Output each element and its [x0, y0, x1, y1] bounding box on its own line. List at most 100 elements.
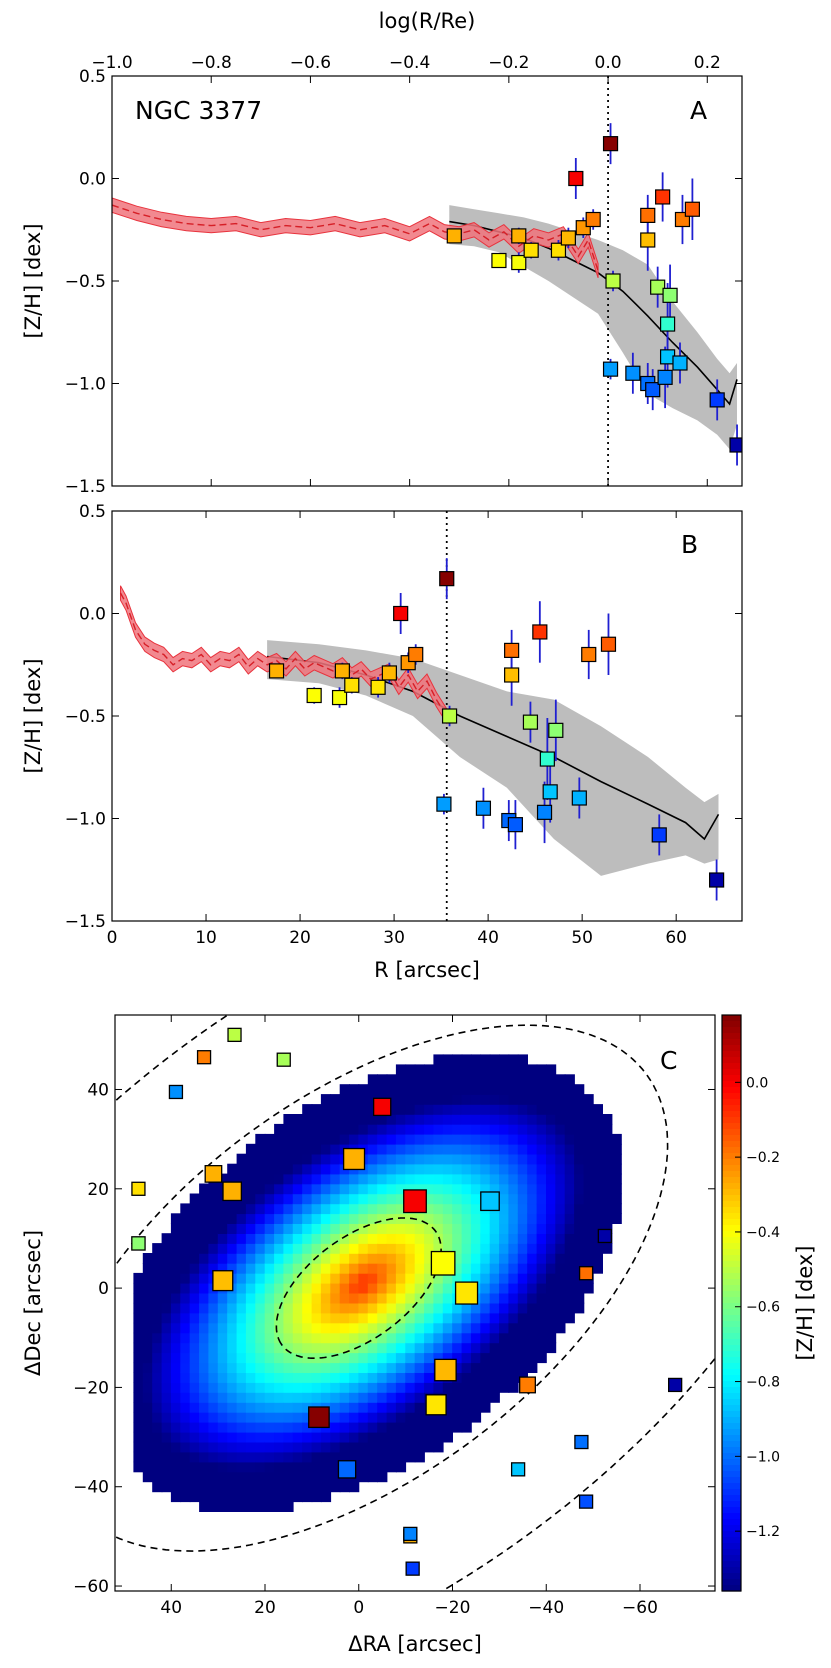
metallicity-map-pixel	[489, 1243, 500, 1254]
metallicity-map-pixel	[320, 1173, 332, 1185]
metallicity-map-pixel	[395, 1084, 407, 1095]
metallicity-map-pixel	[245, 1402, 257, 1413]
metallicity-map-pixel	[442, 1223, 453, 1234]
metallicity-map-pixel	[302, 1431, 313, 1443]
metallicity-map-pixel	[527, 1342, 538, 1354]
metallicity-map-pixel	[236, 1272, 247, 1284]
metallicity-map-pixel	[395, 1133, 407, 1145]
metallicity-map-pixel	[339, 1352, 350, 1364]
metallicity-map-pixel	[489, 1143, 500, 1155]
metallicity-map-pixel	[527, 1332, 538, 1344]
metallicity-map-pixel	[349, 1203, 360, 1215]
metallicity-map-pixel	[330, 1302, 341, 1314]
panel-b-gc-point	[436, 796, 452, 812]
metallicity-map-pixel	[208, 1501, 219, 1512]
metallicity-map-pixel	[142, 1451, 153, 1463]
panel-a-gc-point	[662, 287, 678, 303]
metallicity-map-pixel	[236, 1322, 247, 1334]
panel-b-gc-point	[370, 679, 386, 695]
metallicity-map-pixel	[424, 1183, 435, 1195]
metallicity-map-pixel	[377, 1382, 388, 1393]
metallicity-map-pixel	[386, 1282, 397, 1294]
metallicity-map-pixel	[480, 1233, 491, 1244]
metallicity-map-pixel	[480, 1362, 491, 1373]
metallicity-map-pixel	[189, 1253, 200, 1264]
panel-b-gc-point	[548, 722, 564, 738]
metallicity-map-pixel	[564, 1272, 575, 1284]
panel-a-gc-point	[640, 207, 656, 223]
colorbar-segment	[722, 1489, 741, 1496]
metallicity-map-pixel	[592, 1143, 603, 1155]
colorbar-segment	[722, 1105, 741, 1112]
metallicity-map-pixel	[395, 1322, 407, 1334]
metallicity-map-pixel	[152, 1402, 163, 1413]
metallicity-map-pixel	[199, 1471, 210, 1483]
metallicity-map-pixel	[283, 1491, 294, 1503]
metallicity-map-pixel	[536, 1233, 547, 1244]
metallicity-map-pixel	[236, 1421, 247, 1433]
metallicity-map-pixel	[339, 1233, 350, 1244]
metallicity-map-pixel	[499, 1292, 510, 1304]
metallicity-map-pixel	[611, 1193, 622, 1205]
metallicity-map-pixel	[311, 1123, 322, 1135]
panel-b-gc-point	[268, 663, 285, 679]
metallicity-map-pixel	[311, 1243, 322, 1254]
colorbar-segment	[722, 1045, 741, 1052]
metallicity-map-pixel	[414, 1213, 425, 1224]
metallicity-map-pixel	[255, 1491, 266, 1503]
metallicity-map-pixel	[320, 1441, 332, 1453]
metallicity-map-pixel	[555, 1153, 566, 1165]
metallicity-map-pixel	[452, 1094, 463, 1105]
metallicity-map-pixel	[433, 1352, 444, 1364]
metallicity-map-pixel	[442, 1094, 453, 1105]
metallicity-map-pixel	[358, 1243, 369, 1254]
metallicity-map-pixel	[189, 1461, 200, 1473]
metallicity-map-pixel	[442, 1411, 453, 1423]
metallicity-map-pixel	[517, 1292, 528, 1304]
metallicity-map-pixel	[161, 1451, 172, 1463]
metallicity-map-pixel	[339, 1302, 350, 1314]
metallicity-map-pixel	[367, 1441, 378, 1453]
metallicity-map-pixel	[217, 1203, 228, 1215]
panel-b-x-tick-label: 0	[107, 928, 118, 948]
metallicity-map-pixel	[180, 1411, 191, 1423]
metallicity-map-pixel	[180, 1372, 191, 1383]
metallicity-map-pixel	[133, 1282, 144, 1294]
metallicity-map-pixel	[302, 1104, 313, 1115]
panel-a-top-x-tick-label: 0.2	[694, 53, 721, 73]
colorbar-segment	[722, 1165, 741, 1172]
metallicity-map-pixel	[611, 1133, 622, 1145]
colorbar-segment	[722, 1303, 741, 1310]
metallicity-map-pixel	[414, 1064, 425, 1076]
metallicity-map-pixel	[133, 1441, 144, 1453]
metallicity-map-pixel	[377, 1084, 388, 1095]
metallicity-map-pixel	[489, 1253, 500, 1264]
metallicity-map-pixel	[236, 1173, 247, 1185]
metallicity-map-pixel	[555, 1233, 566, 1244]
metallicity-map-pixel	[180, 1342, 191, 1354]
metallicity-map-pixel	[292, 1332, 303, 1344]
panel-a-gc-point	[523, 242, 539, 258]
metallicity-map-pixel	[320, 1183, 332, 1195]
metallicity-map-pixel	[199, 1382, 210, 1393]
metallicity-map-pixel	[386, 1272, 397, 1284]
metallicity-map-pixel	[517, 1253, 528, 1264]
metallicity-map-pixel	[358, 1193, 369, 1205]
metallicity-map-pixel	[339, 1104, 350, 1115]
metallicity-map-pixel	[274, 1402, 285, 1413]
metallicity-map-pixel	[349, 1312, 360, 1324]
metallicity-map-pixel	[508, 1084, 519, 1095]
metallicity-map-pixel	[461, 1213, 472, 1224]
metallicity-map-pixel	[292, 1253, 303, 1264]
metallicity-map-pixel	[339, 1411, 350, 1423]
metallicity-map-pixel	[367, 1074, 378, 1085]
metallicity-map-pixel	[527, 1104, 538, 1115]
metallicity-map-pixel	[367, 1342, 378, 1354]
metallicity-map-pixel	[433, 1173, 444, 1185]
metallicity-map-pixel	[199, 1272, 210, 1284]
metallicity-map-pixel	[208, 1491, 219, 1503]
metallicity-map-pixel	[189, 1312, 200, 1324]
metallicity-map-pixel	[433, 1441, 444, 1453]
metallicity-map-pixel	[274, 1143, 285, 1155]
metallicity-map-pixel	[367, 1183, 378, 1195]
